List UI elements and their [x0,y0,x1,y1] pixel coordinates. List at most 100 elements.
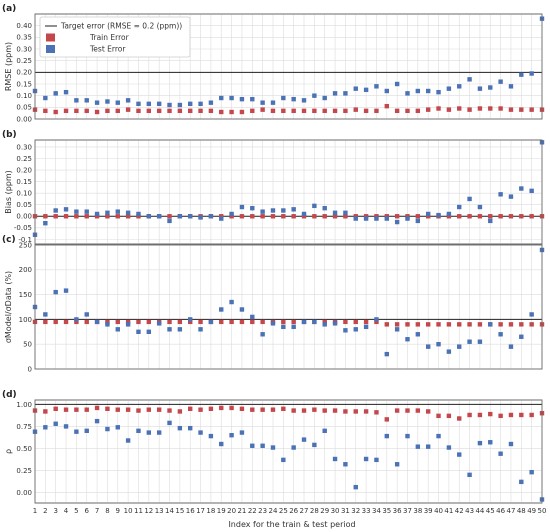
data-point [84,428,89,434]
data-point [446,107,452,112]
data-point [436,322,441,327]
data-point [74,209,79,214]
data-point [529,188,534,194]
data-point [219,95,224,101]
data-point [198,319,203,325]
data-point [63,288,69,293]
data-point [353,216,358,221]
data-point [467,339,472,344]
data-point [156,407,162,412]
data-point [322,205,327,211]
y-tick-label: 0.00 [16,115,32,123]
data-point [529,214,534,219]
data-point [291,324,296,330]
data-point [312,203,317,209]
data-point [436,212,441,218]
data-point [146,319,152,325]
legend-square-icon [46,45,55,53]
x-tick-label: 25 [279,507,288,515]
data-point [115,327,120,332]
data-point [508,107,514,112]
data-point [115,214,120,219]
y-tick-label: 0.10 [16,92,32,100]
y-tick-label: 250 [19,241,32,249]
data-point [467,77,472,82]
x-tick-label: 47 [506,507,515,515]
data-point [136,214,141,219]
y-tick-label: 0.40 [16,22,32,30]
data-point [105,406,110,412]
data-point [353,319,358,325]
data-point [332,321,338,326]
y-tick-label: 0.00 [16,489,32,497]
x-tick-label: 2 [43,507,47,515]
x-tick-label: 15 [175,507,184,515]
data-point [343,214,348,219]
data-point [239,430,245,435]
data-point [363,409,369,414]
data-point [457,204,462,210]
data-point [146,430,152,435]
data-point [291,214,296,219]
data-point [250,319,255,325]
data-point [415,214,421,219]
data-point [94,418,100,424]
data-point [322,428,327,434]
data-point [167,408,172,413]
data-point [74,429,79,434]
plot-border [34,139,543,245]
data-point [219,441,224,447]
data-point [301,98,307,103]
data-point [519,412,524,418]
data-point [208,214,214,219]
data-point [219,109,224,115]
data-point [446,211,452,217]
x-tick-label: 50 [538,507,547,515]
x-tick-label: 30 [331,507,340,515]
y-tick-label: 0.00 [16,213,32,221]
y-tick-label: -0.1 [18,236,32,244]
data-point [301,214,307,219]
data-point [270,445,276,450]
data-point [146,214,152,219]
data-point [394,327,400,332]
data-point [84,407,89,412]
x-tick-label: 13 [155,507,164,515]
x-tick-label: 27 [300,507,309,515]
data-point [229,214,234,219]
y-tick-label: 0.25 [16,57,32,65]
data-point [53,208,58,213]
data-point [208,100,214,105]
data-point [115,407,120,412]
data-point [457,84,462,89]
x-tick-label: 36 [393,507,402,515]
y-tick-label: 0.30 [16,45,32,53]
data-point [436,106,441,111]
data-point [250,314,255,320]
data-point [229,109,234,115]
data-point [260,100,265,105]
data-point [136,329,141,334]
data-point [457,344,462,349]
data-point [291,319,296,325]
data-point [219,405,224,411]
data-point [156,321,162,326]
data-point [343,328,348,333]
data-point [529,71,534,76]
data-point [53,91,58,96]
data-point [436,433,441,439]
data-point [529,107,534,112]
y-tick-label: -0.05 [14,224,32,232]
data-point [405,108,410,114]
data-point [508,194,514,199]
x-tick-label: 21 [237,507,246,515]
plot-area [34,244,543,370]
data-point [239,109,245,115]
data-point [177,319,183,325]
data-point [239,96,245,102]
x-tick-label: 46 [496,507,505,515]
data-point [291,408,296,413]
data-point [384,417,389,422]
data-point [394,214,400,219]
